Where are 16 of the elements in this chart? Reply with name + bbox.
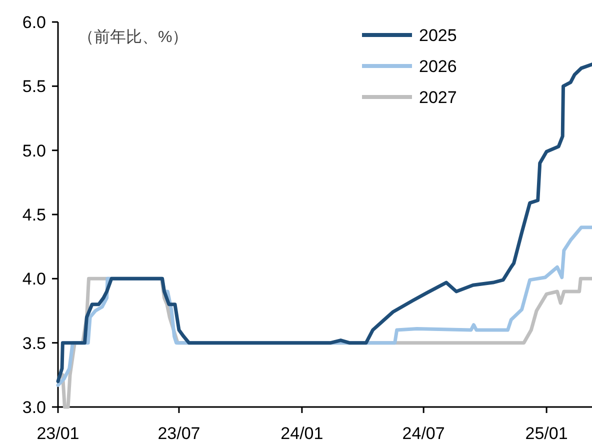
y-tick-label: 5.0 xyxy=(22,141,46,160)
x-tick-label: 24/01 xyxy=(280,424,324,442)
y-tick-label: 3.5 xyxy=(22,334,46,353)
y-tick-label: 5.5 xyxy=(22,77,46,96)
y-tick-label: 4.5 xyxy=(22,206,46,224)
legend-label: 2026 xyxy=(419,57,457,76)
y-tick-label: 6.0 xyxy=(22,13,46,32)
legend-label: 2027 xyxy=(419,88,457,107)
x-tick-label: 24/07 xyxy=(402,424,445,442)
legend-label: 2025 xyxy=(419,26,457,45)
x-tick-label: 23/01 xyxy=(36,424,80,442)
y-tick-label: 4.0 xyxy=(22,270,46,289)
y-tick-label: 3.0 xyxy=(22,398,46,417)
x-tick-label: 23/07 xyxy=(158,424,200,442)
annotation: （前年比、%） xyxy=(78,28,188,46)
x-tick-label: 25/01 xyxy=(525,424,568,442)
